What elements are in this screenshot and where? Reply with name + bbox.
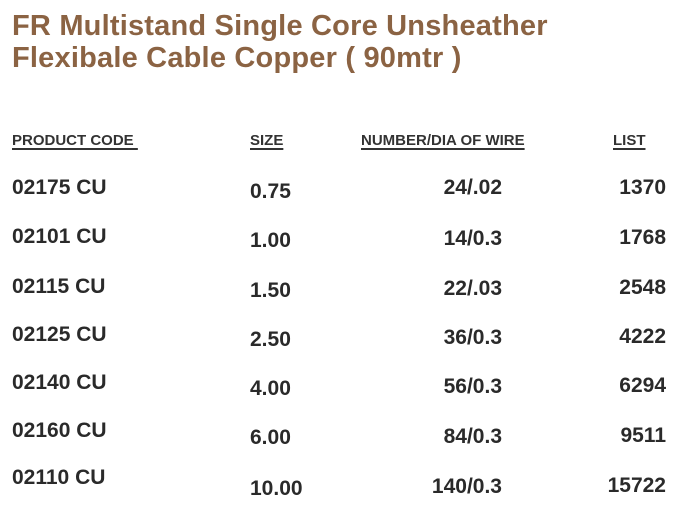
wire-cell: 56/0.3 <box>443 375 502 398</box>
header-product-code: PRODUCT CODE <box>12 132 138 149</box>
product-code-cell: 02125 CU <box>12 323 107 346</box>
product-code-cell: 02110 CU <box>12 466 106 489</box>
size-cell: 6.00 <box>250 426 291 449</box>
size-cell: 4.00 <box>250 377 291 400</box>
size-cell: 1.00 <box>250 229 291 252</box>
list-price-cell: 2548 <box>619 276 666 299</box>
list-price-cell: 1768 <box>619 226 666 249</box>
product-code-cell: 02101 CU <box>12 225 107 248</box>
list-price-cell: 6294 <box>619 374 666 397</box>
header-size: SIZE <box>250 132 284 149</box>
header-list: LIST <box>613 132 646 149</box>
product-code-cell: 02115 CU <box>12 275 106 298</box>
header-number-dia-of-wire: NUMBER/DIA OF WIRE <box>361 132 525 149</box>
list-price-cell: 1370 <box>619 176 666 199</box>
size-cell: 0.75 <box>250 180 291 203</box>
wire-cell: 24/.02 <box>443 176 502 199</box>
size-cell: 10.00 <box>250 477 303 500</box>
title-line-2: Flexibale Cable Copper ( 90mtr ) <box>12 42 462 74</box>
wire-cell: 36/0.3 <box>443 326 502 349</box>
product-code-cell: 02175 CU <box>12 176 107 199</box>
size-cell: 2.50 <box>250 328 291 351</box>
wire-cell: 140/0.3 <box>431 475 502 498</box>
list-price-cell: 9511 <box>620 424 666 447</box>
list-price-cell: 4222 <box>619 325 666 348</box>
wire-cell: 22/.03 <box>443 277 502 300</box>
size-cell: 1.50 <box>250 279 291 302</box>
page-title: FR Multistand Single Core Unsheather Fle… <box>12 10 692 74</box>
wire-cell: 14/0.3 <box>443 227 502 250</box>
title-line-1: FR Multistand Single Core Unsheather <box>12 10 548 42</box>
wire-cell: 84/0.3 <box>443 425 502 448</box>
product-code-cell: 02140 CU <box>12 371 107 394</box>
product-code-cell: 02160 CU <box>12 419 107 442</box>
list-price-cell: 15722 <box>607 474 666 497</box>
